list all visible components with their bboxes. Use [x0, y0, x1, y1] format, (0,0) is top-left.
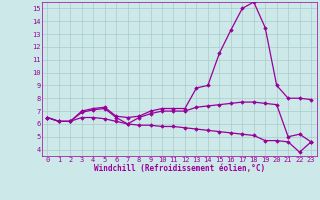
X-axis label: Windchill (Refroidissement éolien,°C): Windchill (Refroidissement éolien,°C) — [94, 164, 265, 173]
